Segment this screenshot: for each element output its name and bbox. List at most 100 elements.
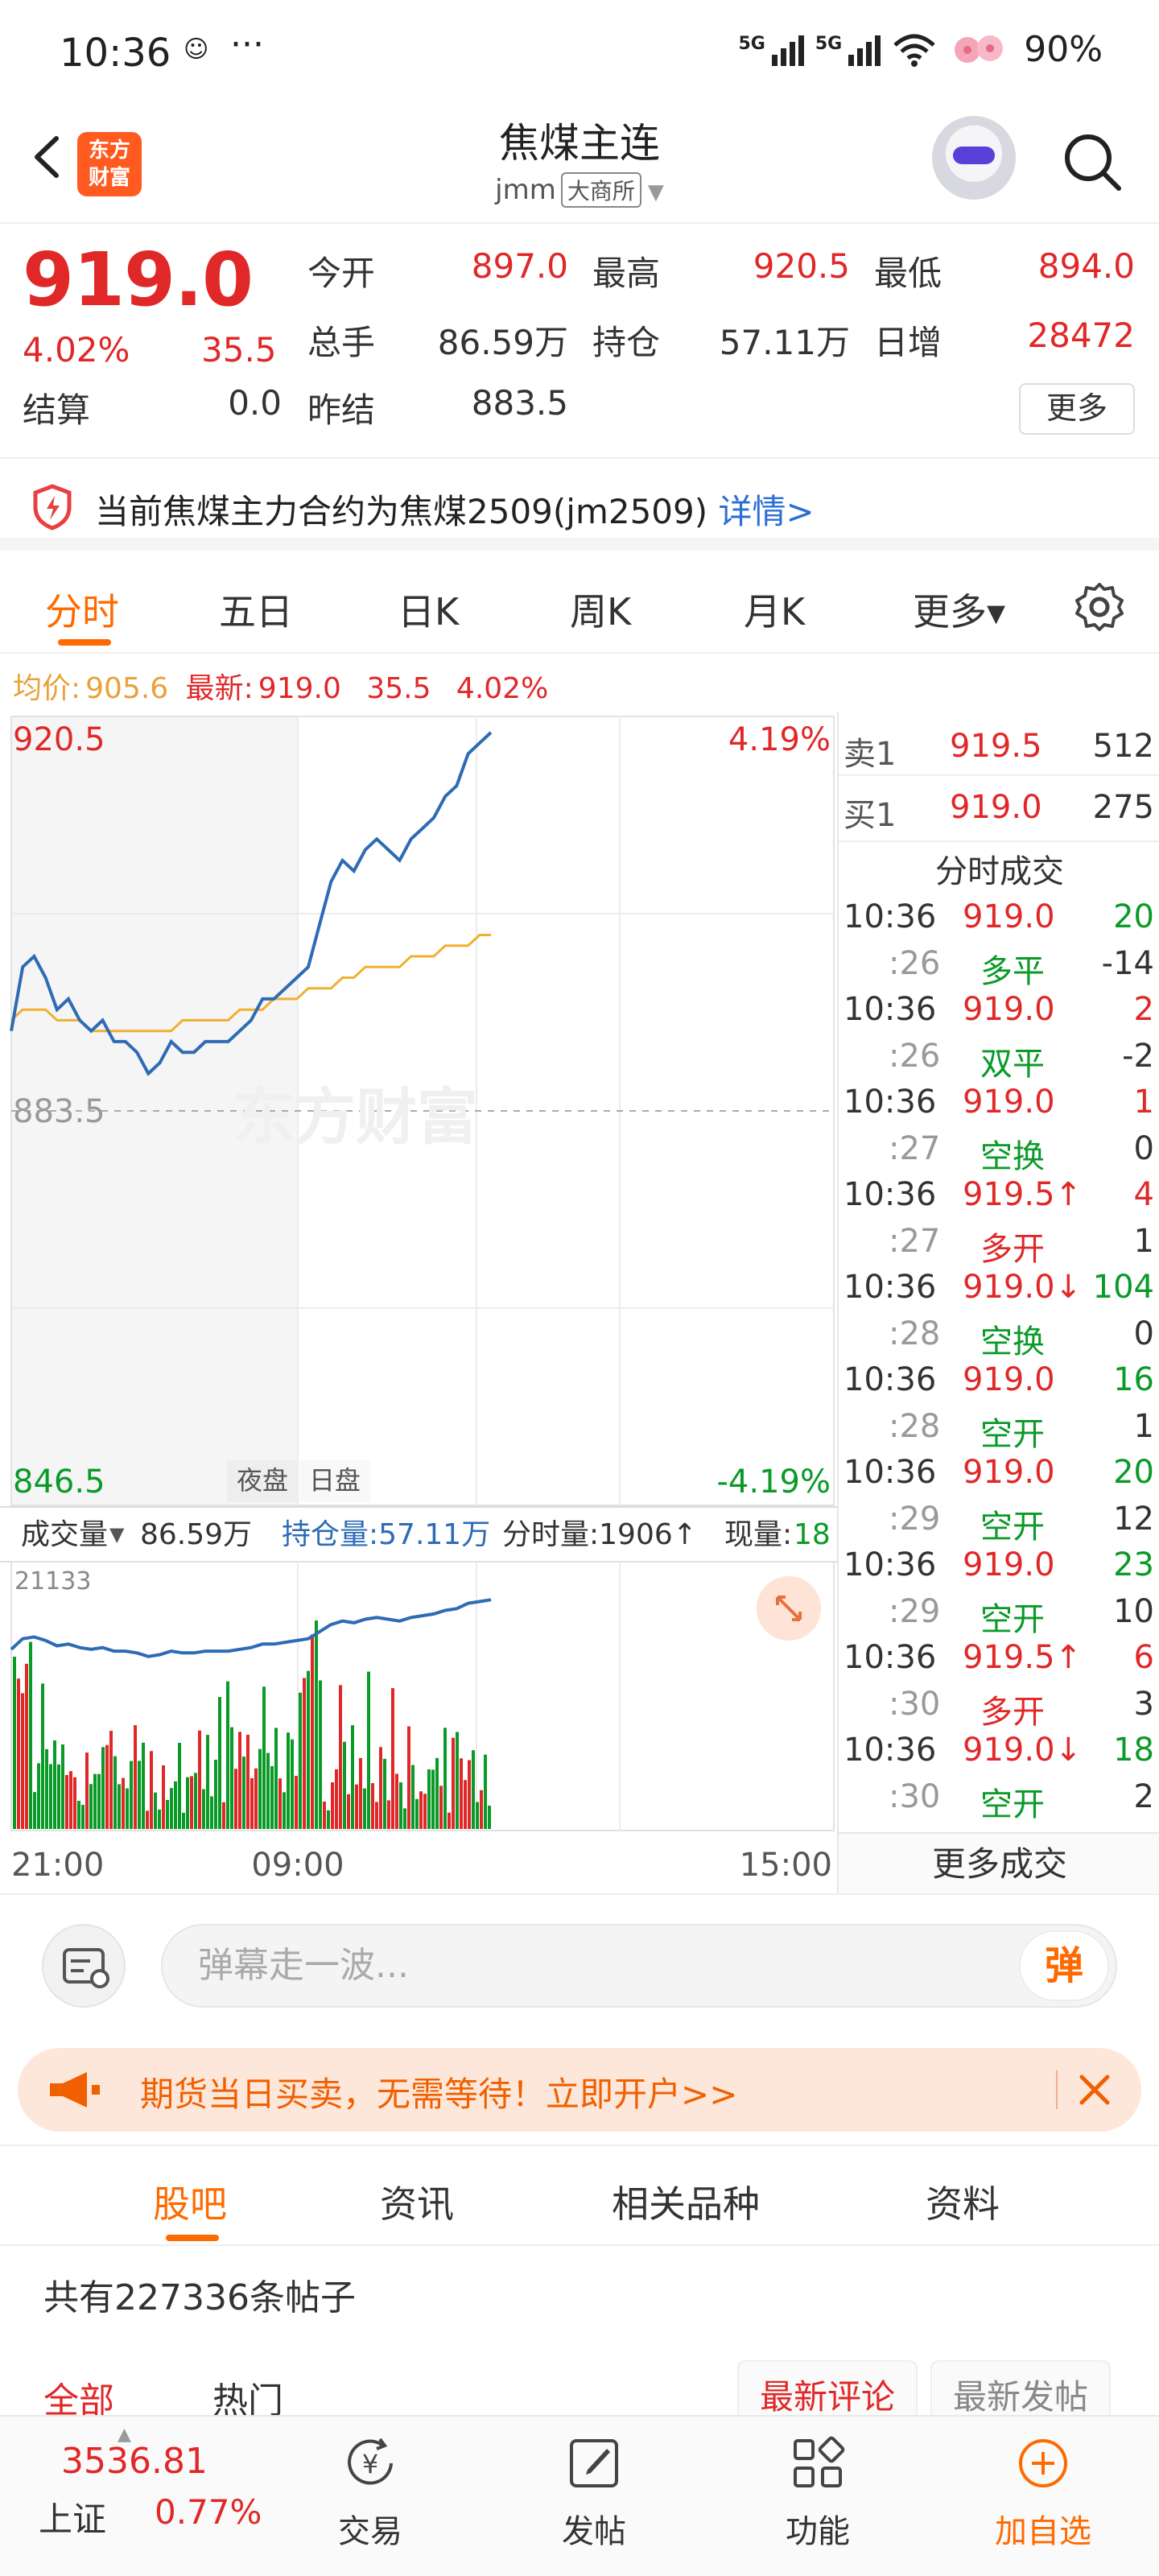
chart-info-line: 均价: 905.6 最新: 919.0 35.5 4.02% bbox=[13, 665, 548, 707]
promo-banner[interactable]: 期货当日买卖，无需等待！立即开户>> bbox=[18, 2048, 1141, 2132]
nav-functions[interactable]: 功能 bbox=[745, 2433, 890, 2552]
low-value: 894.0 bbox=[1037, 246, 1135, 286]
nav-post-label: 发帖 bbox=[562, 2513, 626, 2550]
trade-time: 10:36 bbox=[843, 991, 937, 1028]
volume-bar bbox=[331, 1782, 334, 1829]
trade-price: 空开 bbox=[980, 1785, 1045, 1823]
filter-latest-post[interactable]: 最新发帖 bbox=[930, 2360, 1112, 2415]
high-label: 最高 bbox=[592, 254, 661, 293]
tab-news[interactable]: 资讯 bbox=[380, 2182, 454, 2226]
intraday-chart-svg[interactable]: 东方财富 920.5 4.19% 883.5 846.5 -4.19% 夜盘 日… bbox=[0, 712, 837, 1893]
low-label: 最低 bbox=[874, 254, 942, 293]
more-trades-button[interactable]: 更多成交 bbox=[839, 1832, 1159, 1893]
posts-count: 共有227336条帖子 bbox=[43, 2277, 356, 2318]
trade-price: 双平 bbox=[980, 1045, 1045, 1083]
book-divider-2 bbox=[839, 840, 1159, 842]
volume-bar bbox=[190, 1776, 193, 1829]
prev-settle-value: 883.5 bbox=[471, 383, 568, 423]
compose-icon bbox=[570, 2439, 618, 2487]
more-quote-button[interactable]: 更多 bbox=[1019, 383, 1135, 435]
order-book-panel: 卖1 919.5 512 买1 919.0 275 分时成交 10:36 919.… bbox=[837, 712, 1159, 1893]
search-icon[interactable] bbox=[1059, 129, 1124, 193]
filter-hot[interactable]: 热门 bbox=[212, 2380, 283, 2415]
volume-bar bbox=[435, 1757, 439, 1829]
volume-bar bbox=[166, 1799, 169, 1829]
tab-weekly-k[interactable]: 周K bbox=[570, 590, 632, 634]
back-arrow-icon[interactable] bbox=[21, 129, 77, 185]
trade-time: 10:36 bbox=[843, 1269, 937, 1306]
volume-bar bbox=[343, 1741, 346, 1829]
volume-bar bbox=[174, 1781, 177, 1829]
volume-bar bbox=[202, 1789, 205, 1829]
volume-bar bbox=[234, 1769, 237, 1829]
settle-value: 0.0 bbox=[228, 383, 282, 423]
tab-guba[interactable]: 股吧 bbox=[153, 2182, 227, 2226]
close-icon[interactable] bbox=[1072, 2067, 1117, 2112]
trades-title: 分时成交 bbox=[935, 853, 1064, 890]
filter-latest-comment[interactable]: 最新评论 bbox=[737, 2360, 918, 2415]
volume-bar bbox=[194, 1773, 197, 1829]
tab-more[interactable]: 更多▾ bbox=[913, 590, 1006, 634]
danmu-bar: 弹幕走一波... 弹 bbox=[0, 1893, 1159, 2008]
vol-dropdown-icon[interactable]: ▼ bbox=[109, 1523, 125, 1546]
trade-price: 919.5↑ bbox=[963, 1639, 1083, 1676]
filter-all[interactable]: 全部 bbox=[43, 2380, 114, 2415]
trade-qty: -14 bbox=[1101, 944, 1154, 982]
tab-monthly-k[interactable]: 月K bbox=[744, 590, 806, 634]
notice-detail-link[interactable]: 详情> bbox=[718, 492, 815, 531]
volume-bar bbox=[206, 1735, 209, 1829]
open-label: 今开 bbox=[307, 254, 376, 293]
index-value[interactable]: 3536.81 bbox=[61, 2441, 208, 2482]
grid-icon bbox=[794, 2436, 845, 2487]
contract-subtitle[interactable]: jmm 大商所 ▼ bbox=[0, 172, 1159, 208]
tab-related[interactable]: 相关品种 bbox=[612, 2182, 760, 2226]
megaphone-icon bbox=[50, 2072, 100, 2107]
ask-label: 卖1 bbox=[843, 736, 897, 773]
trade-time: :29 bbox=[889, 1500, 941, 1538]
danmu-list-button[interactable] bbox=[42, 1924, 126, 2008]
vol-label[interactable]: 成交量 bbox=[21, 1518, 108, 1551]
trade-time: 10:36 bbox=[843, 1084, 937, 1121]
trade-qty: 2 bbox=[1133, 1777, 1154, 1815]
open-value: 897.0 bbox=[471, 246, 568, 286]
info-change: 35.5 bbox=[366, 672, 431, 705]
danmu-list-icon bbox=[63, 1948, 109, 1988]
volume-bar bbox=[238, 1732, 241, 1829]
nav-post[interactable]: 发帖 bbox=[522, 2433, 666, 2552]
tab-intraday[interactable]: 分时 bbox=[45, 590, 119, 634]
expand-arrows-icon bbox=[776, 1596, 802, 1621]
bid-label: 买1 bbox=[843, 797, 897, 834]
tab-five-day[interactable]: 五日 bbox=[219, 590, 293, 634]
volume-bar bbox=[283, 1792, 286, 1829]
volume-bar bbox=[138, 1761, 141, 1829]
trade-price: 919.0 bbox=[963, 1084, 1055, 1121]
assistant-robot-avatar[interactable] bbox=[932, 116, 1016, 200]
volume-bars bbox=[13, 1620, 491, 1829]
volume-bar bbox=[387, 1800, 390, 1829]
trade-row: :29 空开 12 bbox=[839, 1496, 1159, 1546]
trade-price: 空开 bbox=[980, 1508, 1045, 1546]
trade-row: 10:36 919.0↓ 104 bbox=[839, 1264, 1159, 1311]
trade-row: 10:36 919.0 1 bbox=[839, 1079, 1159, 1125]
trade-time: 10:36 bbox=[843, 1732, 937, 1769]
last-price: 919.0 bbox=[23, 237, 254, 323]
tab-daily-k[interactable]: 日K bbox=[398, 590, 460, 634]
gear-icon[interactable] bbox=[1072, 580, 1127, 634]
index-percent[interactable]: 0.77% bbox=[155, 2492, 262, 2532]
tab-materials[interactable]: 资料 bbox=[926, 2182, 1000, 2226]
intraday-chart[interactable]: 东方财富 920.5 4.19% 883.5 846.5 -4.19% 夜盘 日… bbox=[0, 712, 837, 1893]
volume-bar bbox=[460, 1758, 463, 1829]
nav-add-watchlist[interactable]: 加自选 bbox=[971, 2433, 1116, 2552]
volume-bar bbox=[222, 1802, 225, 1829]
danmu-input[interactable]: 弹幕走一波... bbox=[161, 1924, 1117, 2008]
danmu-send-button[interactable]: 弹 bbox=[1019, 1930, 1109, 2001]
main-contract-notice[interactable]: 当前焦煤主力合约为焦煤2509(jm2509) 详情> bbox=[0, 462, 1159, 551]
volume-bar bbox=[472, 1750, 475, 1829]
index-name[interactable]: 上证 bbox=[39, 2500, 107, 2539]
community-tab-indicator bbox=[166, 2235, 219, 2241]
trade-time: 10:36 bbox=[843, 1639, 937, 1676]
volume-bar bbox=[109, 1731, 113, 1829]
nav-trade[interactable]: ¥ 交易 bbox=[298, 2433, 443, 2552]
trade-qty: 2 bbox=[1133, 991, 1154, 1028]
volume-bar bbox=[178, 1743, 181, 1829]
